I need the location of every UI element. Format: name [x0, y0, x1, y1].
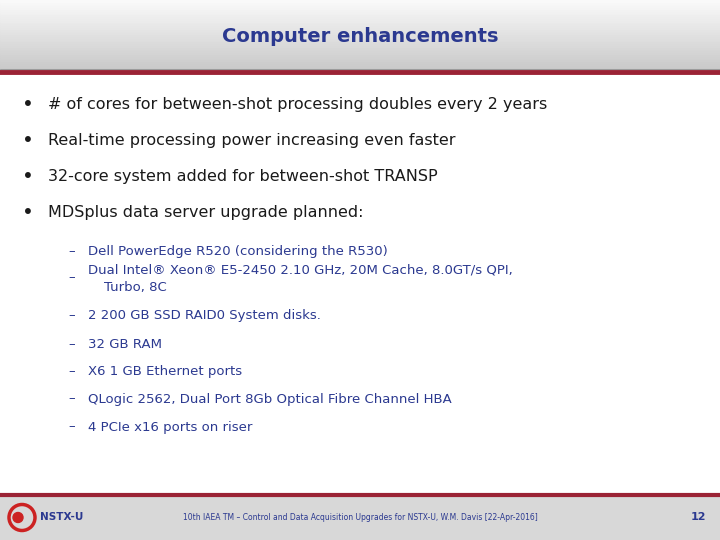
Text: MDSplus data server upgrade planned:: MDSplus data server upgrade planned:: [48, 206, 364, 220]
Bar: [0, 6, 720, 9]
Bar: [0, 37, 720, 39]
Text: Turbo, 8C: Turbo, 8C: [104, 281, 167, 294]
Text: •: •: [22, 96, 34, 114]
Bar: [0, 50, 720, 52]
Text: •: •: [22, 131, 34, 150]
Bar: [0, 57, 720, 59]
Text: Real-time processing power increasing even faster: Real-time processing power increasing ev…: [48, 132, 456, 147]
Bar: [0, 23, 720, 25]
Bar: [0, 41, 720, 43]
Bar: [0, 70, 720, 72]
Bar: [0, 16, 720, 18]
Bar: [0, 25, 720, 27]
Text: –: –: [68, 272, 76, 285]
Text: –: –: [68, 246, 76, 259]
Text: 32-core system added for between-shot TRANSP: 32-core system added for between-shot TR…: [48, 168, 438, 184]
Bar: [0, 495, 720, 540]
Bar: [0, 30, 720, 32]
Bar: [0, 66, 720, 69]
Bar: [0, 33, 720, 36]
Bar: [0, 3, 720, 5]
Text: 2 200 GB SSD RAID0 System disks.: 2 200 GB SSD RAID0 System disks.: [88, 309, 321, 322]
Bar: [0, 43, 720, 45]
Bar: [0, 36, 720, 38]
Bar: [0, 10, 720, 12]
Text: •: •: [22, 166, 34, 186]
Bar: [0, 39, 720, 42]
Text: # of cores for between-shot processing doubles every 2 years: # of cores for between-shot processing d…: [48, 98, 547, 112]
Bar: [0, 44, 720, 47]
Bar: [0, 1, 720, 4]
Text: Dual Intel® Xeon® E5-2450 2.10 GHz, 20M Cache, 8.0GT/s QPI,: Dual Intel® Xeon® E5-2450 2.10 GHz, 20M …: [88, 264, 513, 276]
Text: Computer enhancements: Computer enhancements: [222, 26, 498, 45]
Bar: [0, 52, 720, 54]
Text: Dell PowerEdge R520 (considering the R530): Dell PowerEdge R520 (considering the R53…: [88, 246, 388, 259]
Bar: [0, 5, 720, 7]
Text: –: –: [68, 366, 76, 379]
Bar: [0, 14, 720, 16]
Bar: [0, 26, 720, 29]
Text: –: –: [68, 421, 76, 434]
Text: NSTX-U: NSTX-U: [40, 512, 84, 523]
Bar: [0, 12, 720, 15]
Bar: [0, 9, 720, 11]
Bar: [0, 19, 720, 22]
Bar: [0, 48, 720, 50]
Bar: [0, 28, 720, 31]
Text: X6 1 GB Ethernet ports: X6 1 GB Ethernet ports: [88, 366, 242, 379]
Text: QLogic 2562, Dual Port 8Gb Optical Fibre Channel HBA: QLogic 2562, Dual Port 8Gb Optical Fibre…: [88, 393, 451, 406]
Bar: [0, 60, 720, 63]
Text: 10th IAEA TM – Control and Data Acquisition Upgrades for NSTX-U, W.M. Davis [22-: 10th IAEA TM – Control and Data Acquisit…: [183, 513, 537, 522]
Bar: [0, 21, 720, 23]
Text: –: –: [68, 309, 76, 322]
Text: 12: 12: [690, 512, 706, 523]
Bar: [0, 64, 720, 66]
Text: –: –: [68, 393, 76, 406]
Text: •: •: [22, 204, 34, 222]
Text: 4 PCIe x16 ports on riser: 4 PCIe x16 ports on riser: [88, 421, 253, 434]
Bar: [0, 0, 720, 2]
Bar: [0, 46, 720, 49]
Bar: [0, 32, 720, 34]
Bar: [0, 53, 720, 56]
Bar: [0, 59, 720, 61]
Circle shape: [13, 512, 23, 523]
Text: –: –: [68, 339, 76, 352]
Bar: [0, 17, 720, 20]
Bar: [0, 55, 720, 58]
Bar: [0, 63, 720, 65]
Bar: [0, 68, 720, 70]
Text: 32 GB RAM: 32 GB RAM: [88, 339, 162, 352]
